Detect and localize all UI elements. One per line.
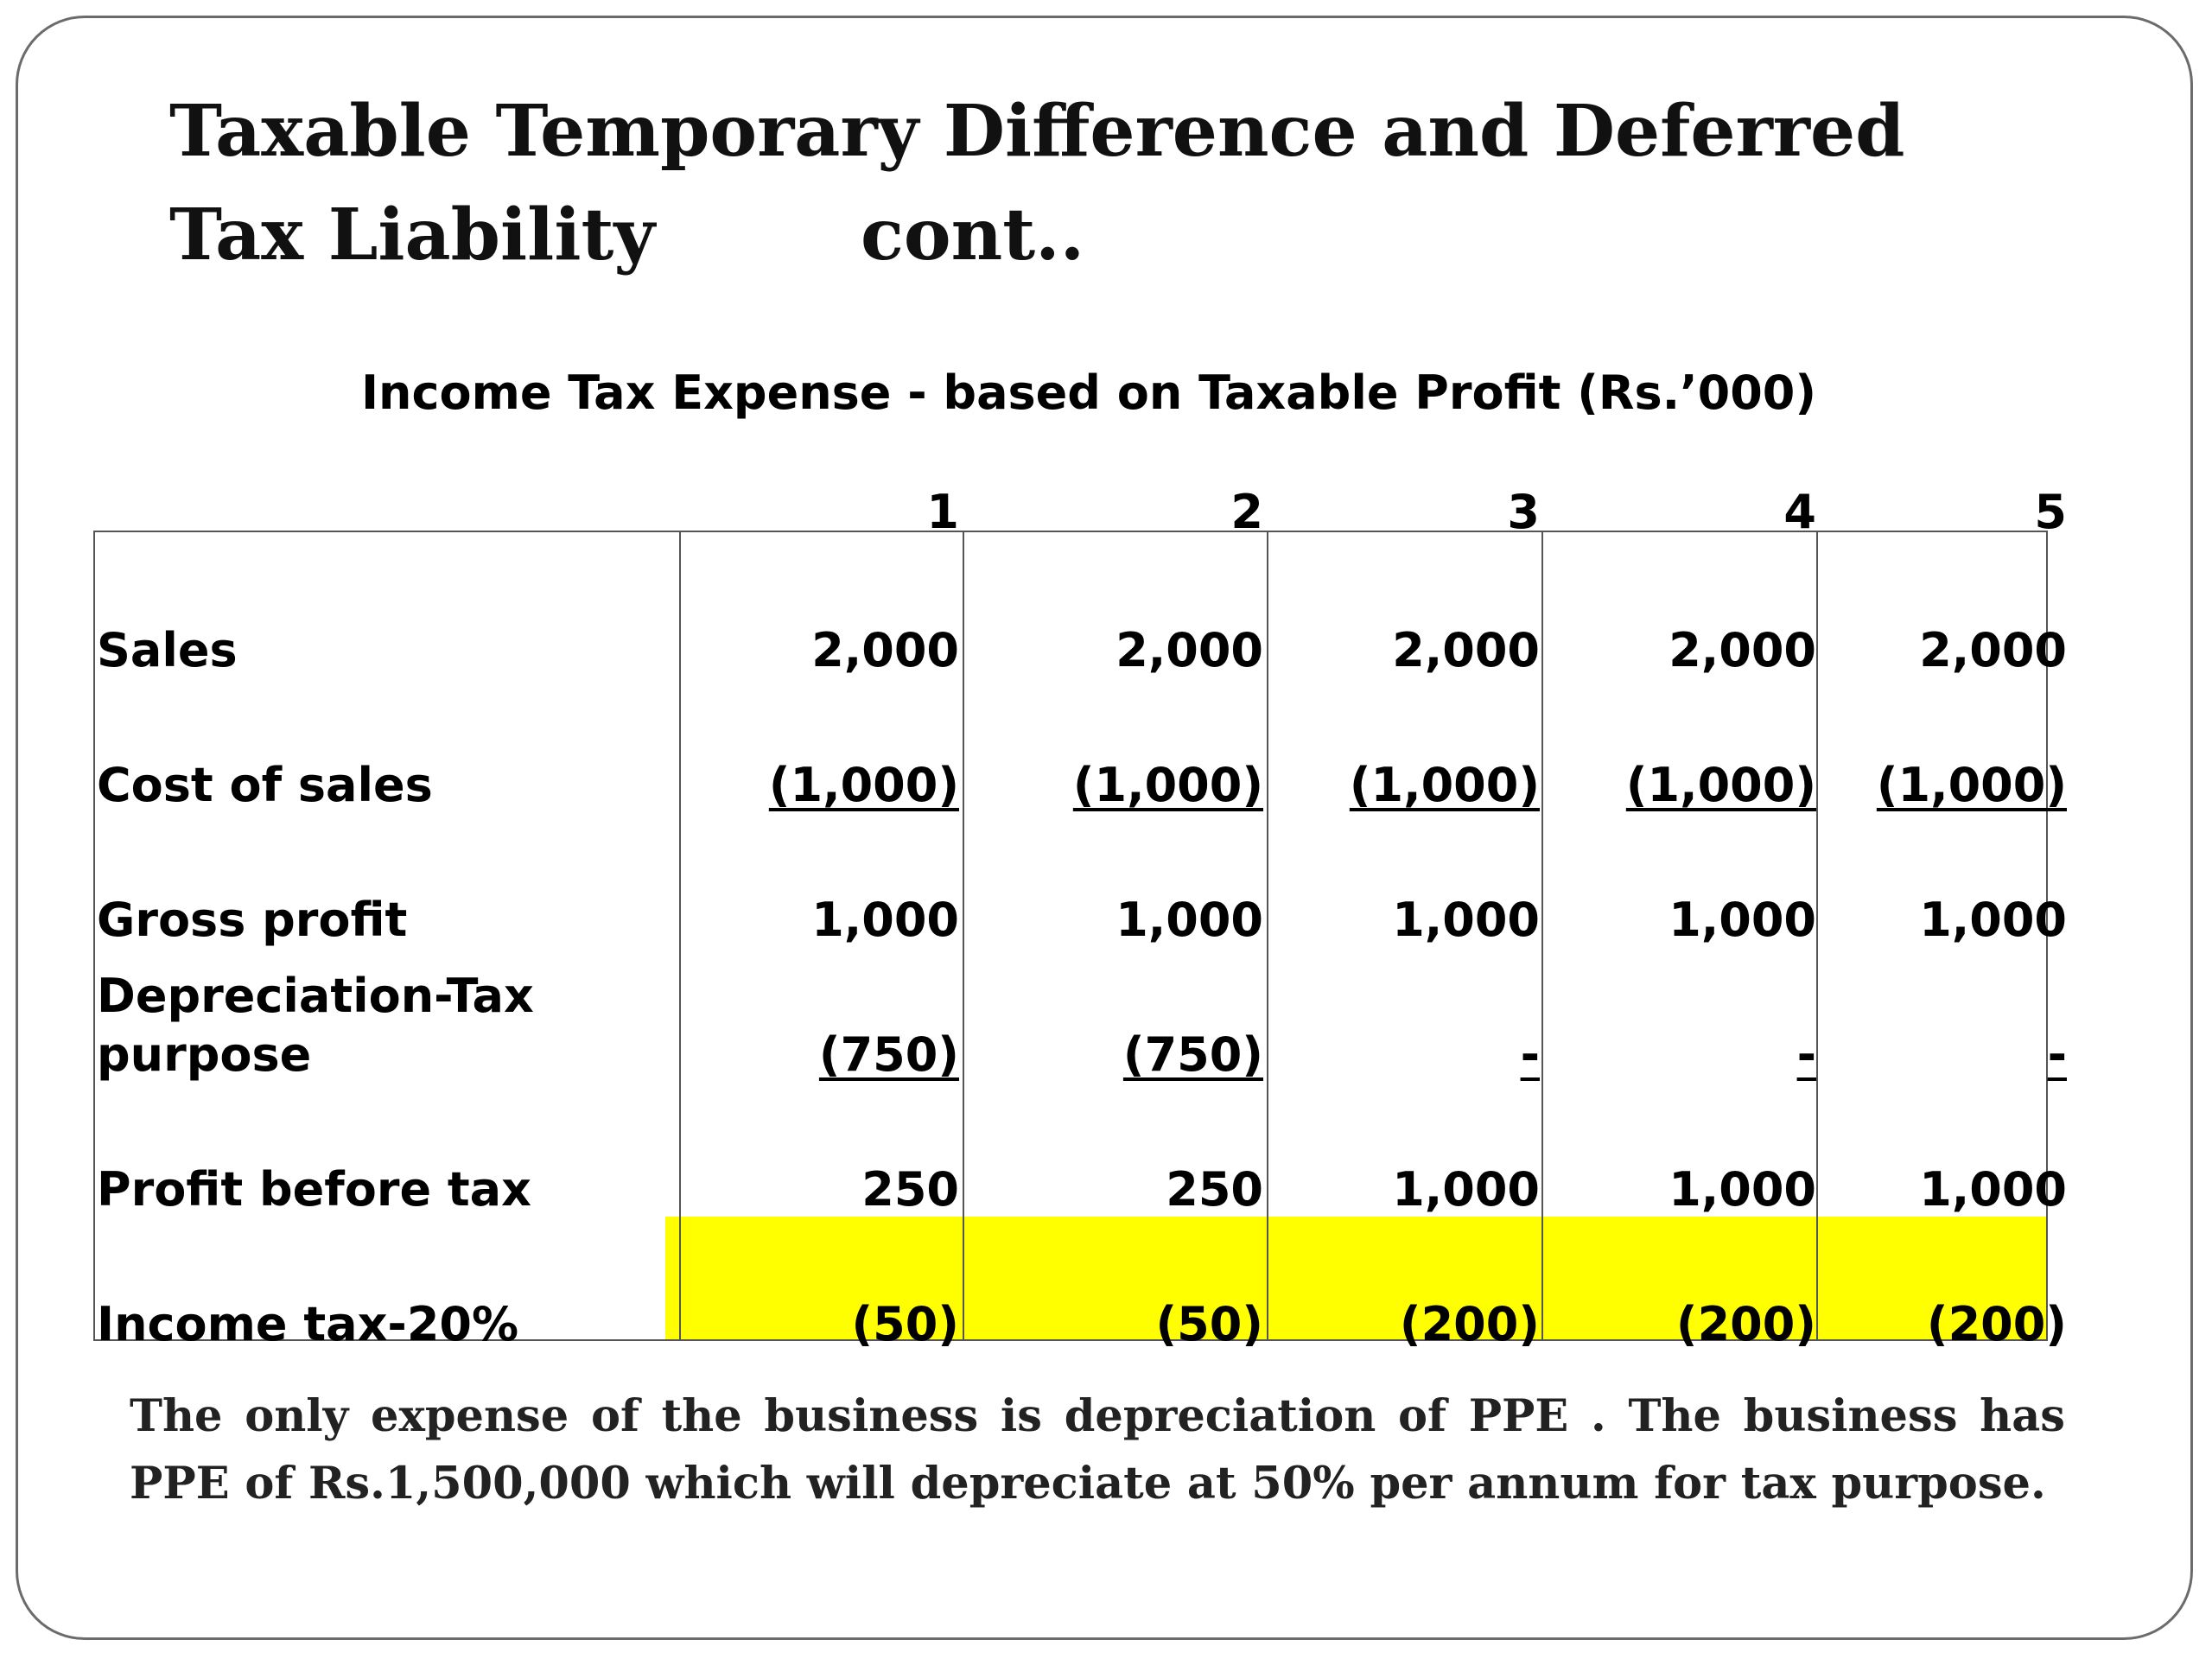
cell-income-tax-y4: (200) [1675,1297,1816,1351]
cell-depreciation-y4: - [1796,1027,1816,1082]
cell-cost-of-sales-y2: (1,000) [1072,758,1263,812]
cell-sales-y3: 2,000 [1392,623,1540,677]
row-label-income-tax: Income tax-20% [97,1297,519,1351]
column-divider [1816,531,1818,1341]
row-label-profit-before-tax: Profit before tax [97,1162,531,1217]
cell-cost-of-sales-y1: (1,000) [768,758,959,812]
cell-profit-before-tax-y3: 1,000 [1392,1162,1540,1217]
table-frame [93,531,2048,1341]
year-header-5: 5 [2034,485,2067,539]
slide-frame [16,16,2193,1640]
table-title: Income Tax Expense - based on Taxable Pr… [360,365,1817,420]
cell-gross-profit-y4: 1,000 [1669,893,1816,947]
cell-profit-before-tax-y5: 1,000 [1919,1162,2067,1217]
cell-sales-y1: 2,000 [811,623,959,677]
column-divider [963,531,964,1341]
cell-cost-of-sales-y4: (1,000) [1625,758,1816,812]
cell-sales-y2: 2,000 [1116,623,1263,677]
cell-income-tax-y1: (50) [851,1297,959,1351]
row-label-gross-profit: Gross profit [97,893,408,947]
title-line-1: Taxable Temporary Difference and Deferre… [169,90,1905,173]
row-label-depreciation-line-2: purpose [97,1027,312,1082]
year-header-1: 1 [926,485,959,539]
cell-income-tax-y5: (200) [1926,1297,2067,1351]
row-label-depreciation-line-1: Depreciation-Tax [97,969,534,1023]
cell-depreciation-y1: (750) [818,1027,959,1082]
cell-income-tax-y2: (50) [1155,1297,1263,1351]
title-continued: cont.. [861,194,1085,276]
cell-sales-y4: 2,000 [1669,623,1816,677]
year-header-4: 4 [1783,485,1816,539]
cell-profit-before-tax-y2: 250 [1166,1162,1263,1217]
column-divider [679,531,681,1341]
cell-profit-before-tax-y4: 1,000 [1669,1162,1816,1217]
cell-gross-profit-y2: 1,000 [1116,893,1263,947]
cell-gross-profit-y3: 1,000 [1392,893,1540,947]
cell-cost-of-sales-y5: (1,000) [1876,758,2067,812]
cell-depreciation-y3: - [1520,1027,1540,1082]
cell-cost-of-sales-y3: (1,000) [1349,758,1540,812]
cell-depreciation-y2: (750) [1122,1027,1263,1082]
row-label-cost-of-sales: Cost of sales [97,758,433,812]
cell-sales-y5: 2,000 [1919,623,2067,677]
column-divider [1267,531,1268,1341]
cell-income-tax-y3: (200) [1399,1297,1540,1351]
year-header-2: 2 [1230,485,1263,539]
cell-profit-before-tax-y1: 250 [861,1162,959,1217]
column-divider [1541,531,1543,1341]
slide-title: Taxable Temporary Difference and Deferre… [169,79,1904,287]
explanatory-note: The only expense of the business is depr… [130,1390,2065,1510]
year-header-3: 3 [1507,485,1540,539]
cell-gross-profit-y1: 1,000 [811,893,959,947]
row-label-sales: Sales [97,623,238,677]
cell-depreciation-y5: - [2047,1027,2067,1082]
cell-gross-profit-y5: 1,000 [1919,893,2067,947]
title-line-2-text: Tax Liability [169,194,655,276]
